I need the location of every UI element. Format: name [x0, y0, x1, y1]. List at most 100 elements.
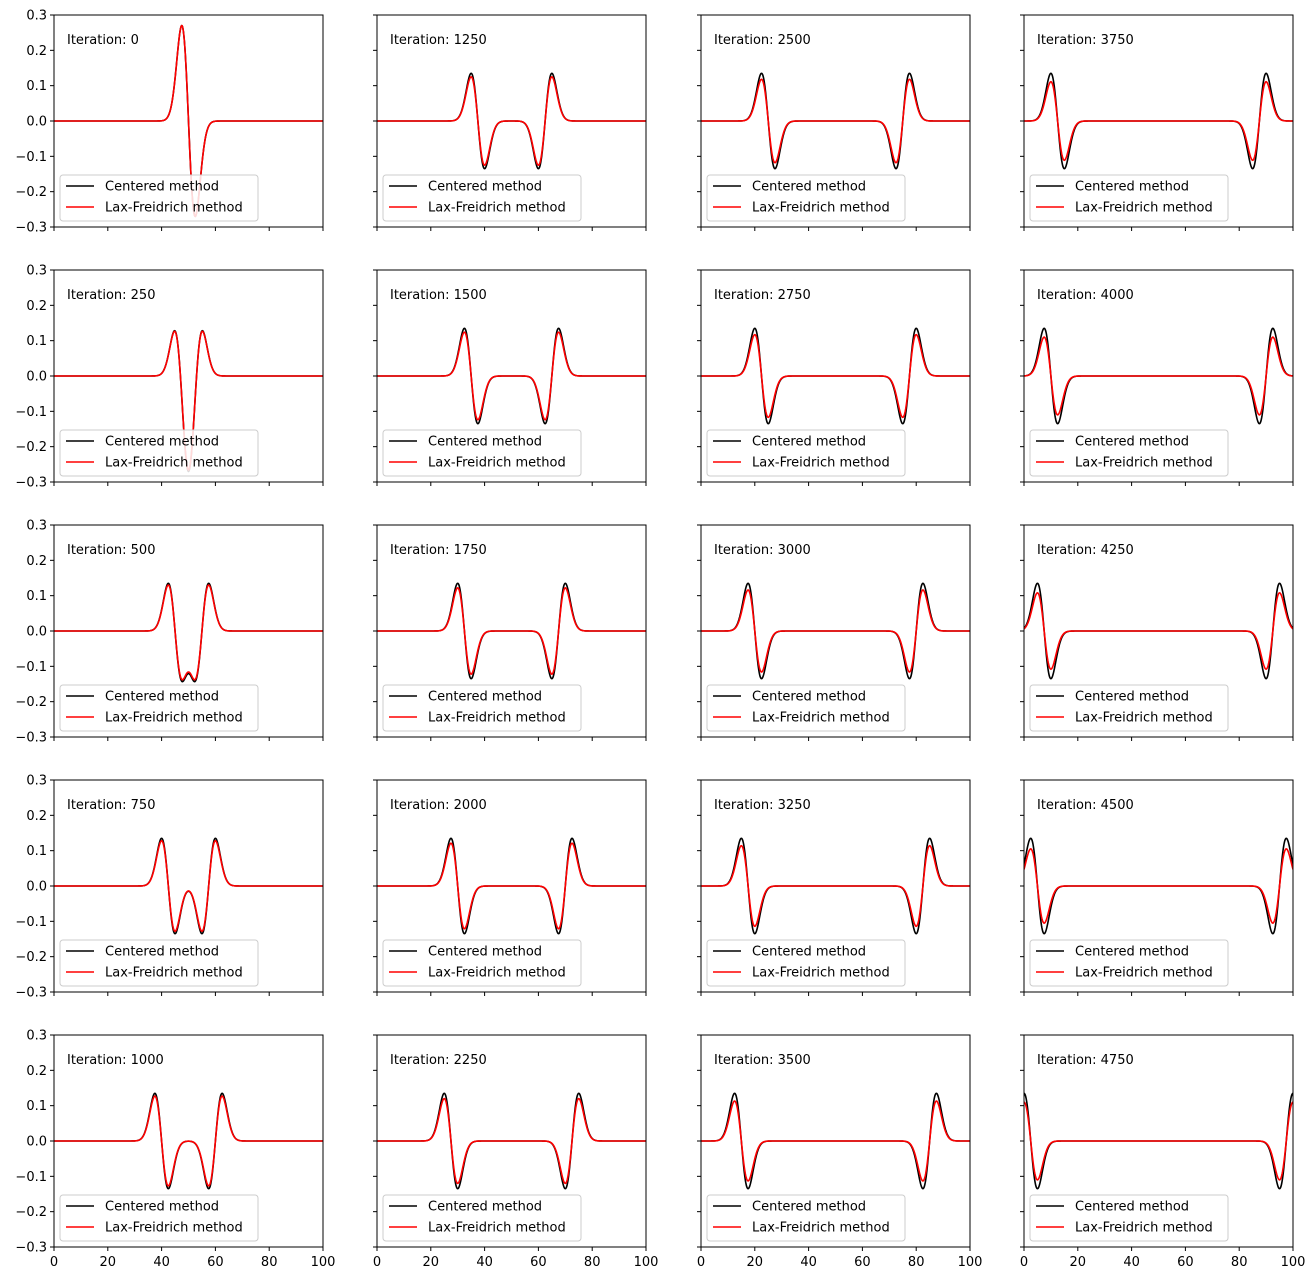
subplot-13: Iteration: 3000 Centered method Lax-Freidr…: [697, 524, 971, 741]
legend: Centered method Lax-Freidrich method: [382, 684, 582, 732]
legend-label: Centered method: [105, 945, 219, 960]
legend: Centered method Lax-Freidrich method: [1029, 684, 1229, 732]
iteration-annotation: Iteration: 4000: [1037, 288, 1134, 303]
legend-label: Lax-Freidrich method: [105, 456, 243, 471]
legend: Centered method Lax-Freidrich method: [706, 1194, 906, 1242]
subplot-15: 0 20 40 60 80 100 Iteration: 3500 Centered meth…: [697, 1034, 983, 1270]
iteration-annotation: Iteration: 4250: [1037, 543, 1134, 558]
legend-label: Lax-Freidrich method: [752, 966, 890, 981]
y-tick-label: 0.1: [26, 79, 47, 94]
legend-label: Centered method: [428, 690, 542, 705]
lax-friedrich-series-line: [1024, 1101, 1293, 1181]
x-tick-label: 0: [697, 1255, 705, 1270]
legend-label: Lax-Freidrich method: [1075, 966, 1213, 981]
x-tick-label: 100: [958, 1255, 983, 1270]
lax-friedrich-series-line: [377, 1097, 646, 1185]
legend-label: Lax-Freidrich method: [428, 456, 566, 471]
subplot-6: Iteration: 1250 Centered method Lax-Freidr…: [373, 14, 647, 231]
y-tick-label: 0.0: [26, 625, 47, 640]
x-tick-label: 20: [747, 1255, 764, 1270]
legend-label: Lax-Freidrich method: [105, 1221, 243, 1236]
lax-friedrich-series-line: [54, 24, 323, 218]
legend-box: [706, 1194, 906, 1242]
y-tick-label: 0.3: [26, 264, 47, 279]
legend: Centered method Lax-Freidrich method: [1029, 174, 1229, 222]
legend-label: Centered method: [105, 1200, 219, 1215]
y-tick-label: −0.3: [15, 731, 47, 746]
iteration-annotation: Iteration: 0: [67, 33, 139, 48]
x-tick-label: 100: [311, 1255, 336, 1270]
subplot-10: 0 20 40 60 80 100 Iteration: 2250 Centered meth…: [373, 1034, 658, 1270]
lax-friedrich-series-line: [377, 75, 646, 167]
x-tick-label: 40: [1123, 1255, 1140, 1270]
legend-box: [382, 429, 582, 477]
lax-friedrich-series-line: [1024, 336, 1293, 416]
legend-label: Centered method: [752, 180, 866, 195]
y-tick-label: −0.3: [15, 986, 47, 1001]
legend-box: [59, 939, 259, 987]
legend-label: Centered method: [105, 180, 219, 195]
legend-label: Lax-Freidrich method: [105, 966, 243, 981]
centered-series-line: [54, 582, 323, 683]
y-tick-label: −0.2: [15, 1205, 47, 1220]
x-tick-label: 80: [908, 1255, 925, 1270]
legend-label: Centered method: [1075, 690, 1189, 705]
x-tick-label: 60: [207, 1255, 224, 1270]
y-tick-label: 0.3: [26, 774, 47, 789]
iteration-annotation: Iteration: 1500: [390, 288, 487, 303]
iteration-annotation: Iteration: 3500: [714, 1053, 811, 1068]
legend: Centered method Lax-Freidrich method: [59, 429, 259, 477]
subplot-20: 0 20 40 60 80 100 Iteration: 4750 Centered meth…: [1020, 1034, 1306, 1270]
y-tick-label: 0.0: [26, 880, 47, 895]
legend-box: [1029, 939, 1229, 987]
legend-label: Centered method: [1075, 435, 1189, 450]
legend-label: Lax-Freidrich method: [1075, 711, 1213, 726]
y-tick-label: −0.3: [15, 476, 47, 491]
legend: Centered method Lax-Freidrich method: [382, 939, 582, 987]
y-tick-label: −0.2: [15, 185, 47, 200]
x-tick-label: 20: [423, 1255, 440, 1270]
iteration-annotation: Iteration: 4500: [1037, 798, 1134, 813]
legend: Centered method Lax-Freidrich method: [1029, 1194, 1229, 1242]
legend-label: Lax-Freidrich method: [752, 456, 890, 471]
x-tick-label: 40: [153, 1255, 170, 1270]
legend-label: Lax-Freidrich method: [1075, 1221, 1213, 1236]
iteration-annotation: Iteration: 750: [67, 798, 155, 813]
subplot-3: −0.3 −0.2 −0.1 0.0 0.1 0.2 0.3 Iteration: 500 Ce…: [15, 519, 324, 746]
legend-box: [59, 1194, 259, 1242]
subplot-14: Iteration: 3250 Centered method Lax-Freidr…: [697, 779, 971, 996]
subplot-8: Iteration: 1750 Centered method Lax-Freidr…: [373, 524, 647, 741]
y-tick-label: −0.1: [15, 915, 47, 930]
lax-friedrich-series-line: [1024, 80, 1293, 162]
lax-friedrich-series-line: [54, 584, 323, 681]
legend-box: [382, 939, 582, 987]
legend: Centered method Lax-Freidrich method: [59, 1194, 259, 1242]
y-tick-label: 0.1: [26, 589, 47, 604]
iteration-annotation: Iteration: 3000: [714, 543, 811, 558]
x-tick-label: 60: [1177, 1255, 1194, 1270]
legend-box: [706, 429, 906, 477]
legend-label: Lax-Freidrich method: [1075, 201, 1213, 216]
lax-friedrich-series-line: [377, 587, 646, 675]
subplot-9: Iteration: 2000 Centered method Lax-Freidr…: [373, 779, 647, 996]
y-tick-label: 0.3: [26, 9, 47, 24]
legend-box: [706, 939, 906, 987]
legend-label: Lax-Freidrich method: [105, 711, 243, 726]
legend-box: [706, 684, 906, 732]
legend: Centered method Lax-Freidrich method: [1029, 429, 1229, 477]
lax-friedrich-series-line: [701, 78, 970, 164]
y-tick-label: 0.2: [26, 1064, 47, 1079]
lax-friedrich-series-line: [1024, 591, 1293, 671]
legend-label: Centered method: [1075, 1200, 1189, 1215]
legend-label: Centered method: [752, 1200, 866, 1215]
legend-box: [382, 174, 582, 222]
subplot-2: −0.3 −0.2 −0.1 0.0 0.1 0.2 0.3 Iteration: 250 Ce…: [15, 264, 324, 491]
iteration-annotation: Iteration: 4750: [1037, 1053, 1134, 1068]
legend: Centered method Lax-Freidrich method: [706, 684, 906, 732]
x-tick-label: 100: [1281, 1255, 1306, 1270]
legend: Centered method Lax-Freidrich method: [706, 939, 906, 987]
y-tick-label: 0.1: [26, 1099, 47, 1114]
legend-label: Centered method: [105, 690, 219, 705]
subplot-4: −0.3 −0.2 −0.1 0.0 0.1 0.2 0.3 Iteration: 750 Ce…: [15, 774, 324, 1001]
legend-box: [1029, 1194, 1229, 1242]
